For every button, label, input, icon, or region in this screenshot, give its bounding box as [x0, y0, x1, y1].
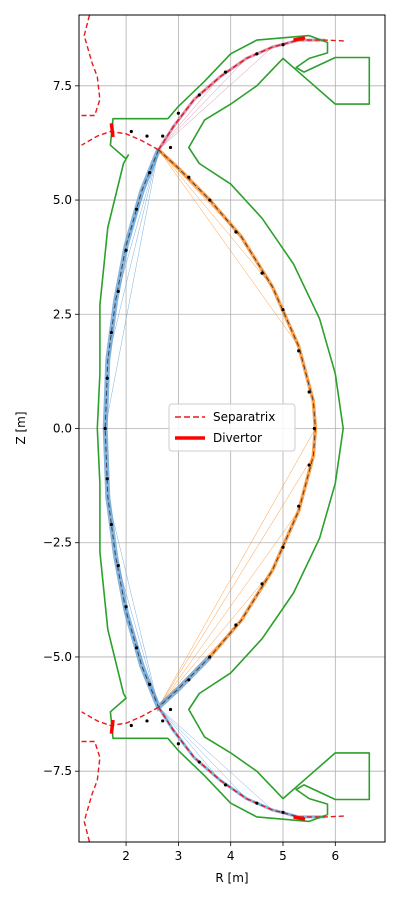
mesh-point [260, 582, 264, 586]
lower-outer-leg-fan-line [158, 707, 221, 781]
inner-leg-fan-line [107, 149, 159, 361]
separatrix-far-upper [81, 14, 101, 117]
mesh-point [116, 563, 120, 568]
series-lines [81, 14, 371, 843]
x-tick-label: 5 [279, 849, 287, 863]
x-tick-label: 3 [175, 849, 183, 863]
mesh-point [109, 330, 114, 335]
divertor-upper-inner [109, 123, 115, 138]
mesh-point [281, 810, 285, 814]
mesh-point [161, 719, 165, 723]
mesh-point [234, 230, 238, 234]
upper-outer-leg-fan-line [158, 46, 273, 150]
inner-leg-fan-line [107, 496, 159, 708]
x-tick-label: 6 [331, 849, 339, 863]
wall-inner-tip-line [125, 153, 130, 160]
legend: Separatrix Divertor [168, 403, 296, 452]
lower-outer-leg-fan-line [158, 707, 273, 811]
mesh-point [208, 198, 212, 202]
mesh-point [134, 207, 139, 211]
separatrix-upper-inner-leg [81, 130, 159, 151]
outer-leg-fan-line [158, 149, 299, 347]
mesh-point [223, 783, 228, 787]
mesh-point [260, 271, 264, 275]
mesh-point [281, 308, 285, 312]
mesh-point [223, 70, 228, 74]
y-axis-ticks: 7.5 5.0 2.5 0.0 −2.5 −5.0 −7.5 [43, 79, 79, 778]
mesh-point [103, 426, 107, 431]
mesh-point [312, 426, 316, 431]
mesh-point [148, 171, 152, 175]
lower-outer-leg-fan-line [158, 707, 247, 799]
mesh-point [187, 175, 191, 179]
mesh-point [109, 522, 114, 527]
inner-leg-fan-line [104, 149, 159, 429]
wall-inner-mid-line [96, 373, 101, 484]
mesh-point [255, 52, 259, 56]
mesh-point [297, 504, 301, 508]
mesh-point [145, 134, 149, 138]
divertor-lower-inner [109, 719, 115, 734]
divertor-lower-outer [293, 815, 306, 821]
legend-divertor-label: Divertor [213, 431, 262, 445]
x-axis-ticks: 2 3 4 5 6 [122, 842, 339, 863]
outer-leg-fan-line [158, 149, 273, 288]
y-tick-label: 2.5 [53, 307, 72, 321]
outer-leg-fan-line [158, 455, 314, 708]
outer-leg-fan-line [158, 428, 316, 708]
mesh-point [307, 463, 311, 467]
mesh-point [129, 723, 133, 728]
mesh-point [307, 390, 311, 394]
mesh-point [168, 145, 173, 150]
mesh-point [281, 43, 285, 47]
mesh-point [168, 707, 173, 712]
divertor-upper-outer [293, 36, 306, 42]
y-tick-label: 0.0 [53, 422, 72, 436]
separatrix-lower-outer-leg [157, 706, 346, 818]
y-axis-title: Z [m] [14, 411, 28, 444]
y-tick-label: −7.5 [43, 764, 72, 778]
mesh-point [105, 376, 109, 380]
mesh-point [176, 742, 180, 746]
mesh-point [124, 248, 128, 252]
mesh-point [124, 605, 128, 609]
mesh-point [129, 129, 133, 134]
mesh-point [161, 134, 165, 138]
wall-outer-line [167, 34, 371, 823]
mesh-point [297, 349, 301, 353]
mesh-point [176, 111, 180, 115]
mesh-point [208, 655, 212, 659]
mesh-points [103, 43, 316, 814]
separatrix-far-lower [81, 740, 101, 843]
y-tick-label: 7.5 [53, 79, 72, 93]
mesh-point [255, 801, 259, 805]
separatrix-lower-inner-leg [81, 706, 159, 727]
mesh-point [197, 760, 201, 764]
y-tick-label: 5.0 [53, 193, 72, 207]
outer-leg-fan-line [158, 569, 273, 708]
x-tick-label: 2 [122, 849, 130, 863]
mesh-point [234, 623, 238, 627]
y-tick-label: −5.0 [43, 650, 72, 664]
mesh-point [116, 289, 120, 294]
mesh-point [281, 545, 285, 549]
x-tick-label: 4 [227, 849, 235, 863]
mesh-point [134, 646, 139, 650]
outer-leg-fan-line [158, 510, 299, 708]
x-axis-title: R [m] [215, 871, 248, 885]
upper-outer-leg-fan-line [158, 76, 221, 150]
mesh-point [187, 678, 191, 682]
legend-separatrix-label: Separatrix [213, 410, 275, 424]
mesh-point [105, 477, 109, 481]
mesh-point [145, 719, 149, 723]
mesh-point [197, 93, 201, 97]
mesh-point [148, 682, 152, 686]
upper-outer-leg-fan-line [158, 58, 247, 150]
y-tick-label: −2.5 [43, 536, 72, 550]
wall-inner-lower-line [99, 483, 168, 740]
separatrix-upper-outer-leg [157, 39, 346, 151]
